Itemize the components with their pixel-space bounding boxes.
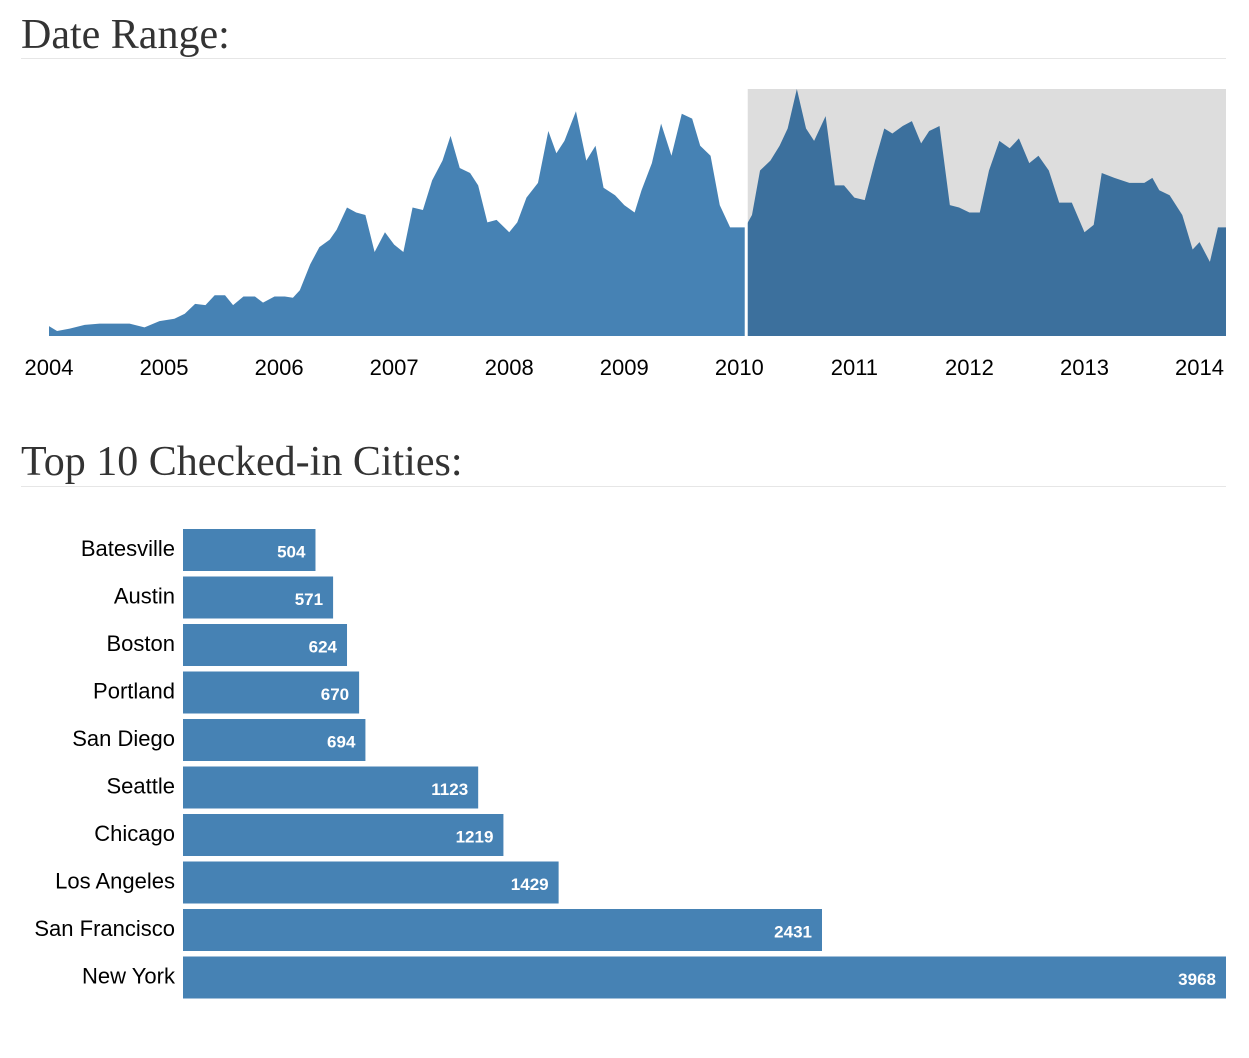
x-tick-label: 2007 [370,355,419,380]
area [49,89,1226,336]
bar [183,719,366,761]
value-label: 571 [295,590,323,609]
section-heading: Top 10 Checked-in Cities: [21,439,463,485]
bar [183,671,360,714]
x-tick-label: 2009 [600,355,649,380]
x-tick-label: 2006 [255,355,304,380]
value-label: 624 [309,637,338,656]
category-label: San Diego [72,726,175,751]
x-tick-label: 2010 [715,355,764,380]
value-label: 3968 [1178,970,1216,989]
bar [183,909,822,951]
category-label: Boston [107,631,176,656]
x-tick-label: 2008 [485,355,534,380]
x-tick-label: 2012 [945,355,994,380]
value-label: 504 [277,542,306,561]
x-tick-label: 2005 [140,355,189,380]
x-tick-label: 2013 [1060,355,1109,380]
category-label: Portland [93,678,175,703]
category-label: Batesville [81,536,175,561]
value-label: 1123 [431,780,468,799]
value-label: 1429 [511,875,549,894]
bar [183,956,1226,999]
bar [183,529,316,571]
value-label: 670 [321,685,349,704]
bar [183,814,504,856]
x-tick-label: 2011 [831,355,878,380]
category-label: Seattle [107,773,176,798]
bar [183,861,559,904]
x-tick-label: 2014 [1175,355,1224,380]
value-label: 694 [327,732,356,751]
bar [183,624,348,666]
category-label: Los Angeles [55,868,175,893]
value-label: 1219 [456,827,494,846]
bar [183,576,334,619]
category-label: Chicago [94,821,175,846]
section-heading: Date Range: [21,12,230,58]
category-label: San Francisco [34,916,175,941]
value-label: 2431 [774,922,812,941]
bar [183,766,479,809]
category-label: New York [82,963,176,988]
category-label: Austin [114,583,175,608]
x-tick-label: 2004 [25,355,74,380]
